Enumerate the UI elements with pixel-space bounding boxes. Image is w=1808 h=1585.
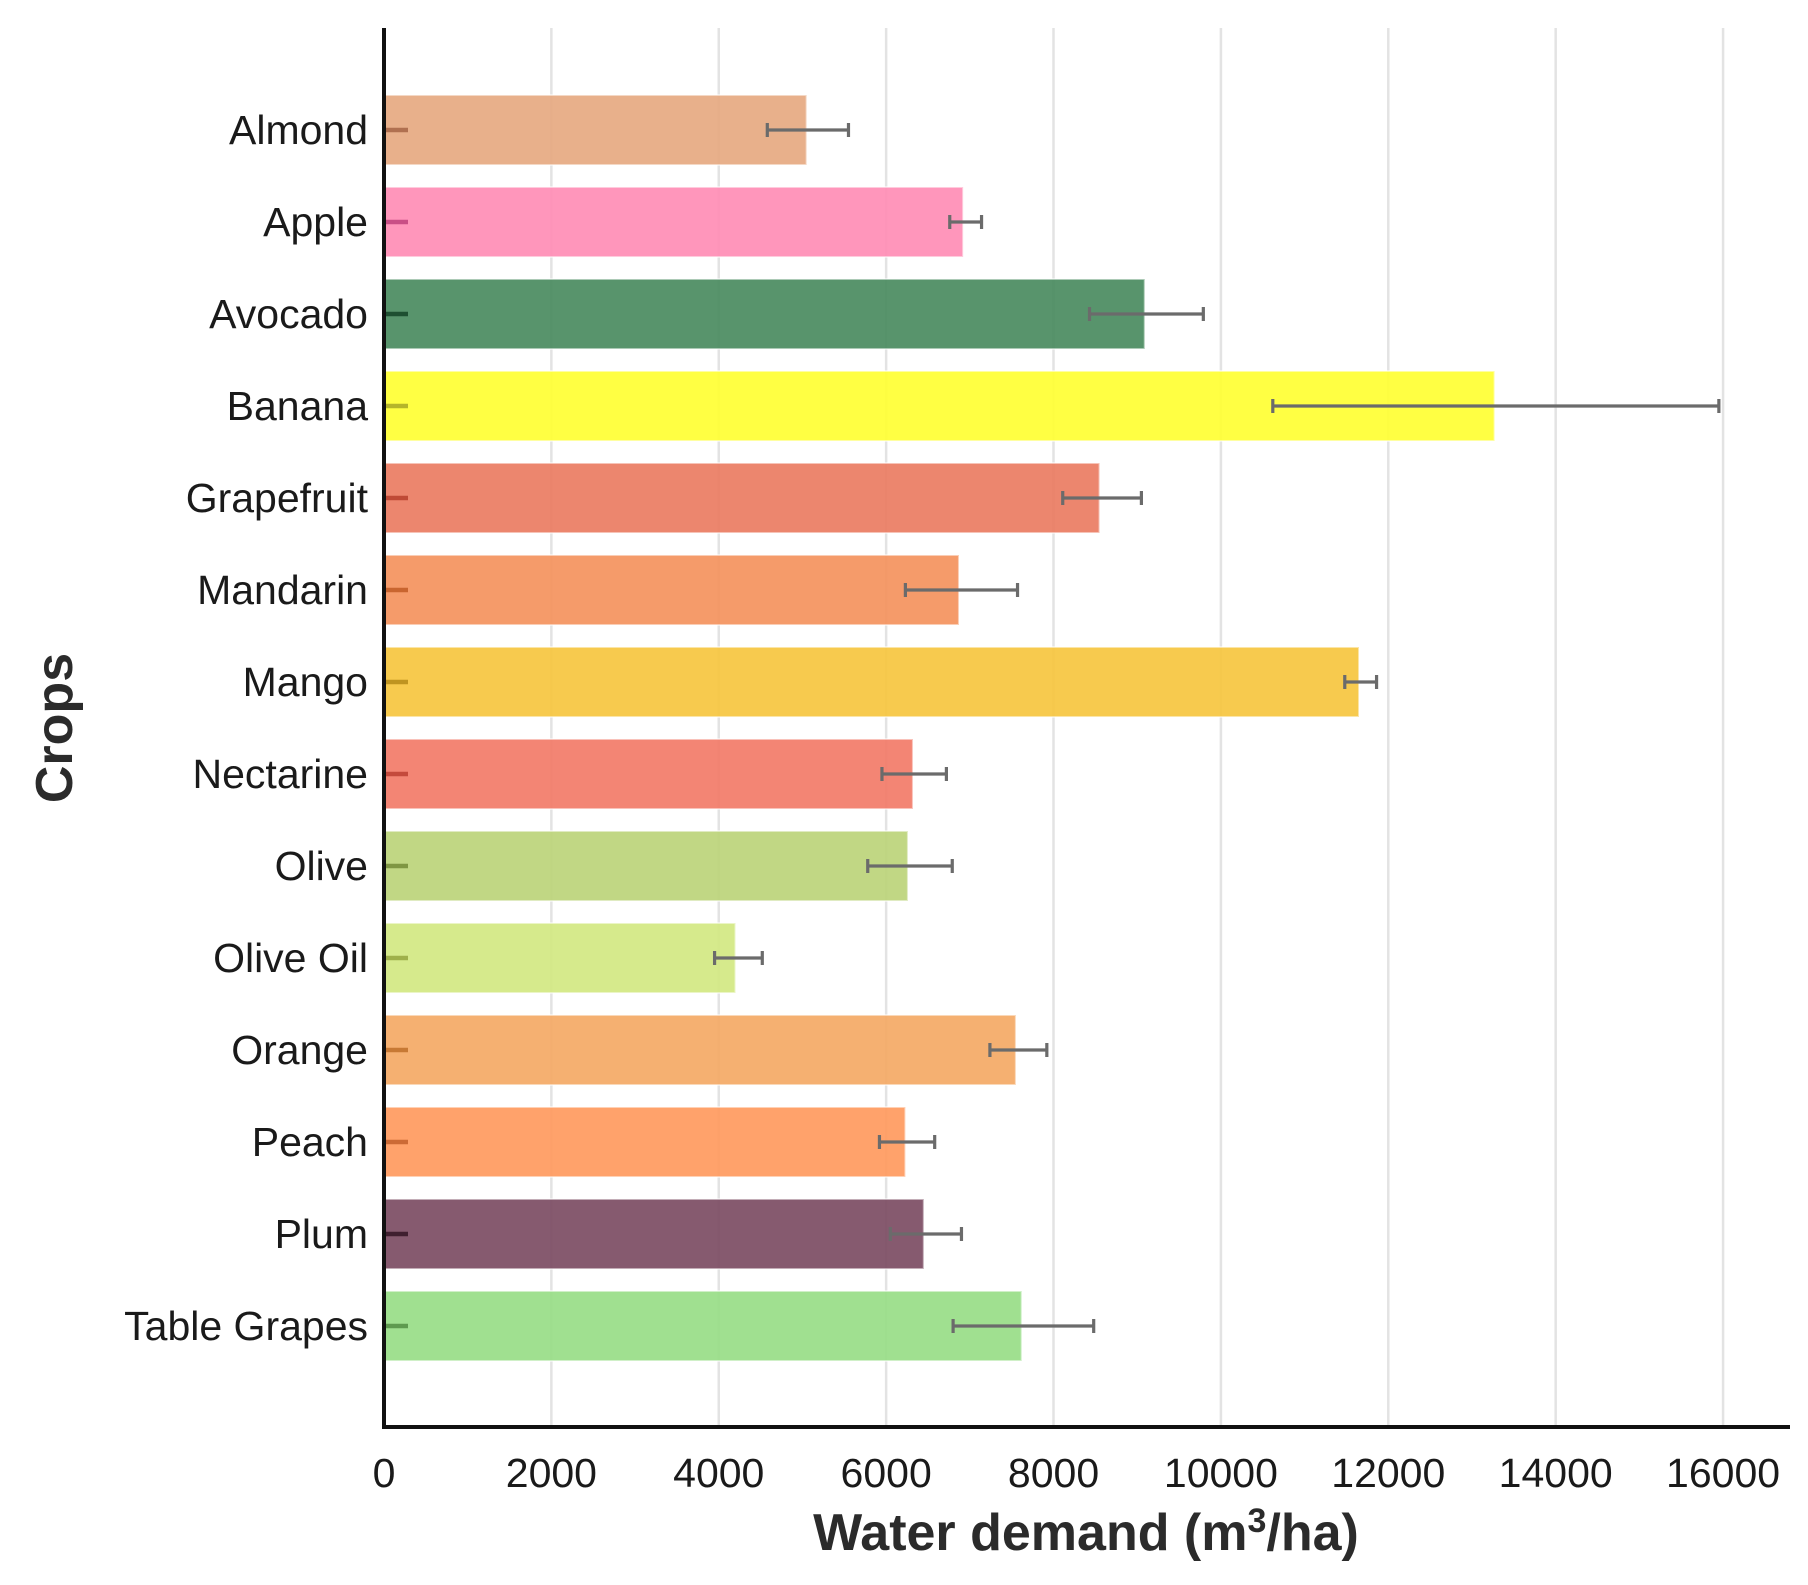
bars-group [383,94,1496,1362]
error-bar [951,1319,1096,1333]
error-bar [1343,675,1379,689]
error-bars-group [712,123,1721,1333]
error-bar [880,767,949,781]
y-tick-label: Avocado [209,291,368,337]
bar [383,94,808,166]
bar [383,830,909,902]
bar [383,646,1360,718]
y-tick-label: Grapefruit [186,475,369,521]
y-tick-label: Orange [231,1027,368,1073]
x-tick-label: 10000 [1164,1450,1278,1496]
bar [383,1198,925,1270]
x-tick-label: 12000 [1331,1450,1445,1496]
x-axis-title-superscript: 3 [1247,1502,1266,1540]
x-axis-title-tail: /ha) [1266,1504,1358,1562]
x-tick-label: 14000 [1499,1450,1613,1496]
bar [383,922,737,994]
y-tick-label: Banana [227,383,369,429]
bar [383,186,965,258]
y-tick-marks-group [384,127,408,1329]
axes-group [382,28,1790,1429]
error-bar [1271,399,1721,413]
x-ticks-group: 0 2000 4000 6000 8000 10000 12000 14000 16000 [373,1450,1780,1496]
y-tick-labels-group: Almond Apple Avocado Banana Grapefruit Mandar… [124,107,368,1349]
y-tick-label: Apple [263,199,368,245]
bar [383,1106,907,1178]
y-tick-label: Table Grapes [124,1303,368,1349]
x-axis-title: Water demand (m3/ha) [813,1502,1359,1562]
x-tick-label: 4000 [673,1450,764,1496]
y-tick-label: Mandarin [197,567,368,613]
error-bar [1061,491,1143,505]
y-tick-label: Plum [275,1211,368,1257]
x-axis-title-main: Water demand (m [813,1504,1247,1562]
y-tick-label: Olive Oil [213,935,368,981]
y-tick-label: Mango [243,659,368,705]
bar [383,278,1146,350]
y-tick-label: Almond [229,107,368,153]
bar [383,738,914,810]
x-tick-label: 6000 [841,1450,932,1496]
bar [383,1290,1023,1362]
y-tick-label: Peach [252,1119,368,1165]
bar [383,1014,1017,1086]
error-bar [765,123,851,137]
error-bar [988,1043,1049,1057]
x-tick-label: 8000 [1008,1450,1099,1496]
vertical-gridlines [550,28,1725,1427]
bar [383,554,960,626]
bar [383,462,1101,534]
error-bar [866,859,954,873]
y-tick-label: Olive [275,843,368,889]
y-tick-label: Nectarine [193,751,368,797]
error-bar [948,215,984,229]
error-bar [903,583,1020,597]
error-bar [877,1135,937,1149]
error-bar [712,951,764,965]
x-tick-label: 0 [373,1450,396,1496]
error-bar [1087,307,1205,321]
error-bar [888,1227,964,1241]
x-tick-label: 16000 [1666,1450,1780,1496]
x-tick-label: 2000 [506,1450,597,1496]
y-axis-title: Crops [26,653,84,803]
